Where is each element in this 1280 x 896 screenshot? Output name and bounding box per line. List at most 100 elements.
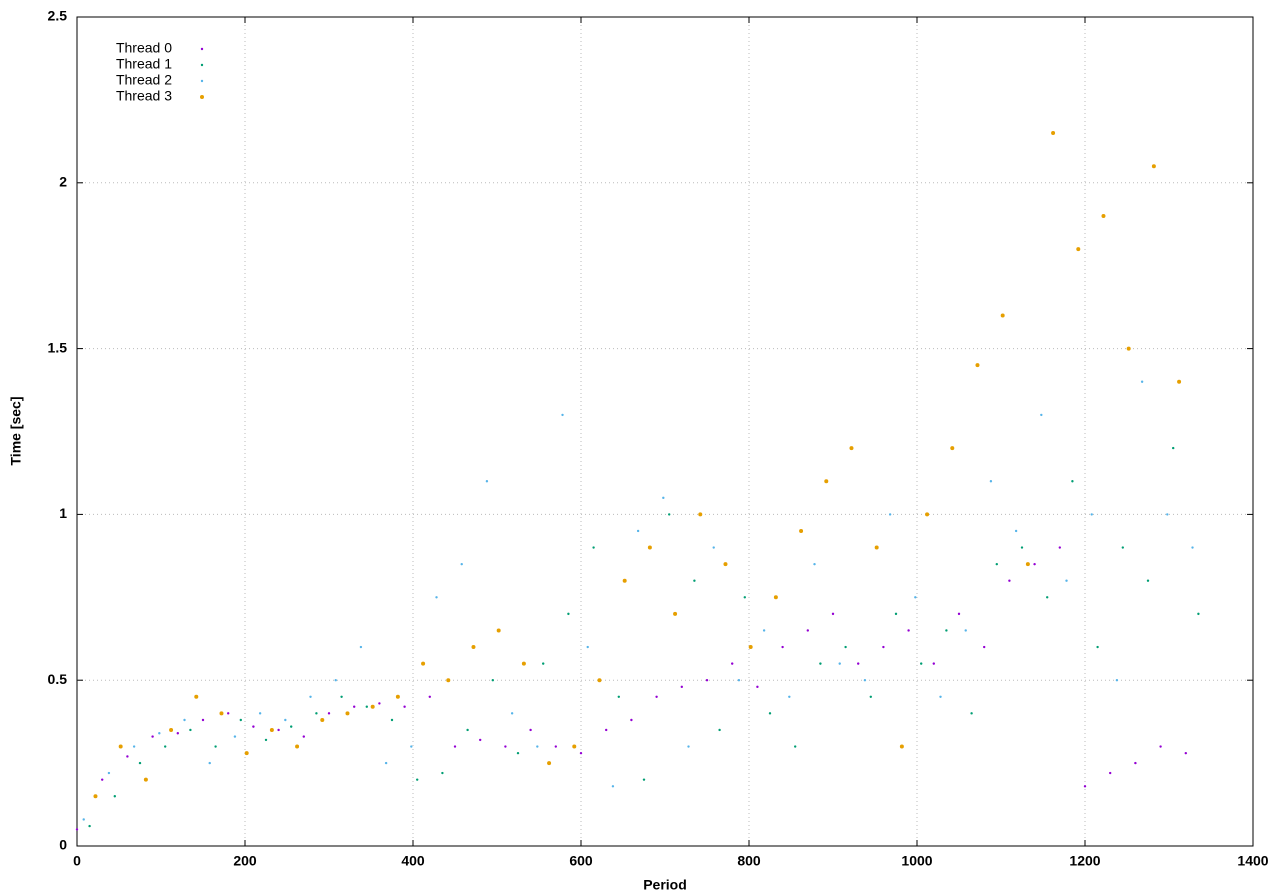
y-tick-label: 1 [59, 505, 67, 521]
data-point [460, 562, 463, 566]
data-point [340, 695, 343, 698]
data-point [446, 678, 451, 683]
data-point [932, 662, 935, 665]
data-point [597, 678, 602, 683]
data-point [479, 738, 482, 742]
data-point [233, 735, 237, 738]
legend-marker [200, 79, 204, 83]
data-point [1076, 247, 1081, 252]
data-point [723, 562, 728, 567]
data-point [748, 645, 753, 650]
data-point [1008, 579, 1011, 582]
data-point [82, 818, 85, 821]
data-point [353, 705, 356, 708]
data-point [1177, 379, 1182, 384]
data-point [849, 446, 854, 451]
data-point [295, 744, 300, 749]
x-tick-label: 400 [401, 853, 425, 869]
data-point [605, 728, 608, 732]
data-point [1146, 579, 1150, 582]
data-point [1109, 771, 1112, 775]
data-point [101, 778, 104, 781]
data-point [773, 595, 778, 600]
data-point [378, 702, 381, 705]
data-point [327, 712, 331, 715]
data-point [1020, 546, 1024, 549]
x-tick-label: 0 [73, 853, 81, 869]
data-point [1051, 131, 1056, 136]
data-point [617, 695, 620, 698]
data-point [762, 629, 766, 632]
data-point [1083, 785, 1087, 788]
data-point [882, 645, 885, 649]
data-point [214, 745, 217, 748]
data-point [1046, 596, 1049, 599]
data-point [768, 712, 772, 715]
data-point [516, 751, 520, 755]
data-point [258, 712, 262, 715]
data-point [264, 738, 268, 742]
data-point [838, 662, 841, 665]
data-point [252, 725, 255, 728]
legend-marker [200, 95, 204, 99]
data-point [869, 695, 872, 698]
data-point [567, 612, 570, 616]
data-point [1058, 546, 1062, 549]
data-point [504, 745, 507, 748]
data-point [277, 728, 280, 732]
data-point [907, 629, 910, 632]
data-point [183, 718, 186, 722]
data-point [975, 363, 980, 368]
data-point [384, 761, 388, 765]
data-point [143, 777, 148, 782]
data-point [435, 596, 438, 599]
data-point [453, 745, 457, 748]
data-point [302, 735, 305, 738]
legend-label: Thread 2 [116, 72, 172, 88]
data-point [630, 718, 633, 722]
x-tick-label: 1400 [1237, 853, 1268, 869]
data-point [647, 545, 652, 550]
data-point [844, 645, 847, 649]
data-point [370, 704, 375, 709]
data-point [554, 745, 557, 748]
data-point [320, 717, 325, 722]
data-point [579, 751, 583, 755]
x-tick-label: 1000 [901, 853, 932, 869]
data-point [894, 612, 898, 616]
data-point [668, 513, 671, 516]
data-point [1191, 546, 1194, 549]
data-point [1121, 546, 1125, 549]
data-point [698, 512, 703, 517]
data-point [586, 645, 589, 649]
data-point [239, 718, 242, 722]
data-point [1096, 645, 1099, 649]
data-point [88, 824, 91, 828]
data-point [491, 679, 494, 682]
data-point [957, 612, 961, 616]
data-point [655, 695, 658, 698]
data-point [712, 546, 715, 549]
y-tick-label: 0 [59, 837, 67, 853]
data-point [471, 645, 476, 650]
x-axis-label: Period [643, 877, 687, 893]
data-point [718, 728, 721, 732]
data-point [284, 718, 287, 722]
data-point [403, 705, 406, 708]
data-point [731, 662, 734, 665]
x-tick-label: 600 [569, 853, 593, 869]
data-point [662, 496, 665, 500]
data-point [542, 662, 545, 665]
data-point [983, 645, 986, 649]
data-point [421, 661, 426, 666]
data-point [390, 718, 394, 722]
data-point [1033, 562, 1036, 566]
data-point [964, 629, 967, 632]
data-point [359, 645, 363, 649]
data-point [920, 662, 923, 665]
data-point [1197, 612, 1200, 616]
data-point [113, 795, 117, 798]
data-point [521, 661, 526, 666]
data-point [819, 662, 822, 665]
